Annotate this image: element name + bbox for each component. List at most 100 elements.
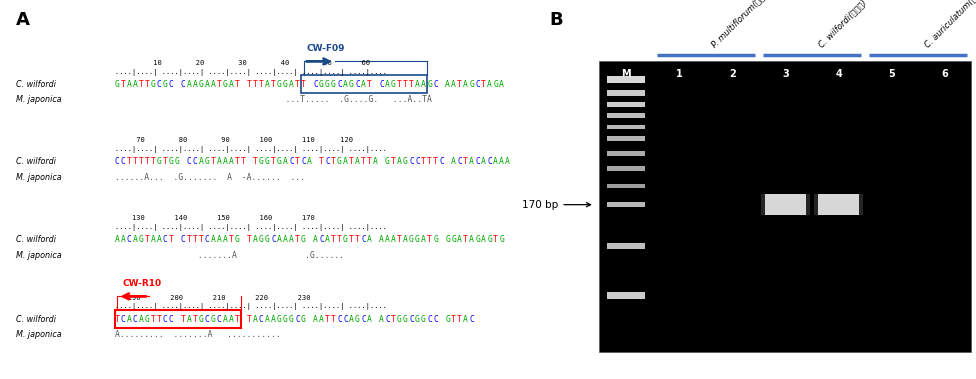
Text: A: A [367,235,372,244]
Text: A: A [151,235,156,244]
Text: A: A [187,315,192,324]
Text: C: C [193,157,198,166]
Text: T: T [331,315,336,324]
Text: T: T [457,80,462,89]
Text: G: G [199,315,204,324]
Text: G: G [223,80,227,89]
Text: 130       140       150       160       170: 130 140 150 160 170 [115,215,314,221]
Bar [760,194,810,215]
Text: G: G [343,235,347,244]
Text: A: A [397,157,402,166]
Text: C: C [181,235,185,244]
Text: C: C [133,315,138,324]
Text: C: C [319,235,324,244]
Text: T: T [144,80,149,89]
Text: A: A [271,315,276,324]
Text: T: T [397,80,402,89]
Text: G: G [319,80,324,89]
Text: G: G [175,157,180,166]
Text: 170 bp: 170 bp [522,200,590,210]
Text: G: G [403,157,408,166]
Text: A: A [367,315,372,324]
Text: C: C [157,80,162,89]
Text: A: A [313,315,318,324]
Text: T: T [409,80,414,89]
Text: A: A [223,315,227,324]
Text: T: T [271,157,276,166]
Text: A: A [451,157,456,166]
Bar [599,61,971,352]
Text: T: T [247,235,252,244]
Text: T: T [367,157,372,166]
Text: C: C [187,157,192,166]
Text: C: C [181,80,185,89]
Text: G: G [235,235,240,244]
Text: A: A [217,235,222,244]
Text: G: G [421,315,426,324]
Bar [607,202,645,207]
Text: T: T [295,235,300,244]
Text: M. japonica: M. japonica [16,330,61,339]
Text: T: T [319,157,324,166]
Text: C: C [433,315,438,324]
Text: T: T [427,157,432,166]
Text: G: G [199,80,204,89]
Text: G: G [289,315,294,324]
Text: T: T [144,235,149,244]
Text: A: A [386,235,390,244]
Text: T: T [331,157,336,166]
Text: A.........  .......A   ...........: A......... .......A ........... [115,330,281,339]
Text: A: A [355,157,360,166]
Text: C: C [121,315,126,324]
Text: A: A [229,80,234,89]
Bar [607,113,645,118]
Bar [607,90,645,96]
Text: G: G [409,235,414,244]
Text: A: A [464,80,468,89]
Text: A: A [265,315,270,324]
Text: C: C [259,315,264,324]
Text: A: A [421,80,426,89]
Text: T: T [199,235,204,244]
Text: A: A [253,315,258,324]
Text: A: A [229,315,234,324]
Text: G: G [391,80,396,89]
Text: C. wilfordi: C. wilfordi [16,80,56,89]
Text: A: A [193,80,198,89]
Bar [301,75,427,93]
Text: CW-R10: CW-R10 [123,279,162,288]
Text: M. japonica: M. japonica [16,251,61,260]
Text: P. multiflorum(하수오): P. multiflorum(하수오) [711,0,773,49]
Text: T: T [421,157,426,166]
Bar [607,243,645,249]
Text: C. wilfordi: C. wilfordi [16,235,56,244]
Text: G: G [349,80,354,89]
Text: T: T [331,235,336,244]
Text: G: G [277,80,282,89]
Text: 2: 2 [729,69,736,79]
Text: G: G [469,80,474,89]
Text: C: C [361,235,366,244]
Text: G: G [427,80,432,89]
Bar [607,292,645,299]
Text: G: G [499,235,504,244]
Text: T: T [259,80,264,89]
Text: T: T [403,80,408,89]
Text: T: T [127,157,132,166]
Text: C: C [295,315,300,324]
Text: A: A [211,235,216,244]
Text: C: C [379,80,384,89]
Text: A: A [229,157,234,166]
Text: G: G [493,80,498,89]
Text: T: T [235,157,240,166]
Text: G: G [211,315,216,324]
Text: A: A [391,235,396,244]
Text: C: C [169,315,174,324]
Text: A: A [373,157,378,166]
Text: T: T [433,157,438,166]
Text: A: A [223,157,227,166]
Text: C: C [271,235,276,244]
Text: A: A [361,80,366,89]
Text: T: T [325,315,330,324]
Text: ......A...  .G.......  A  -A......  ...: ......A... .G....... A -A...... ... [115,173,305,182]
